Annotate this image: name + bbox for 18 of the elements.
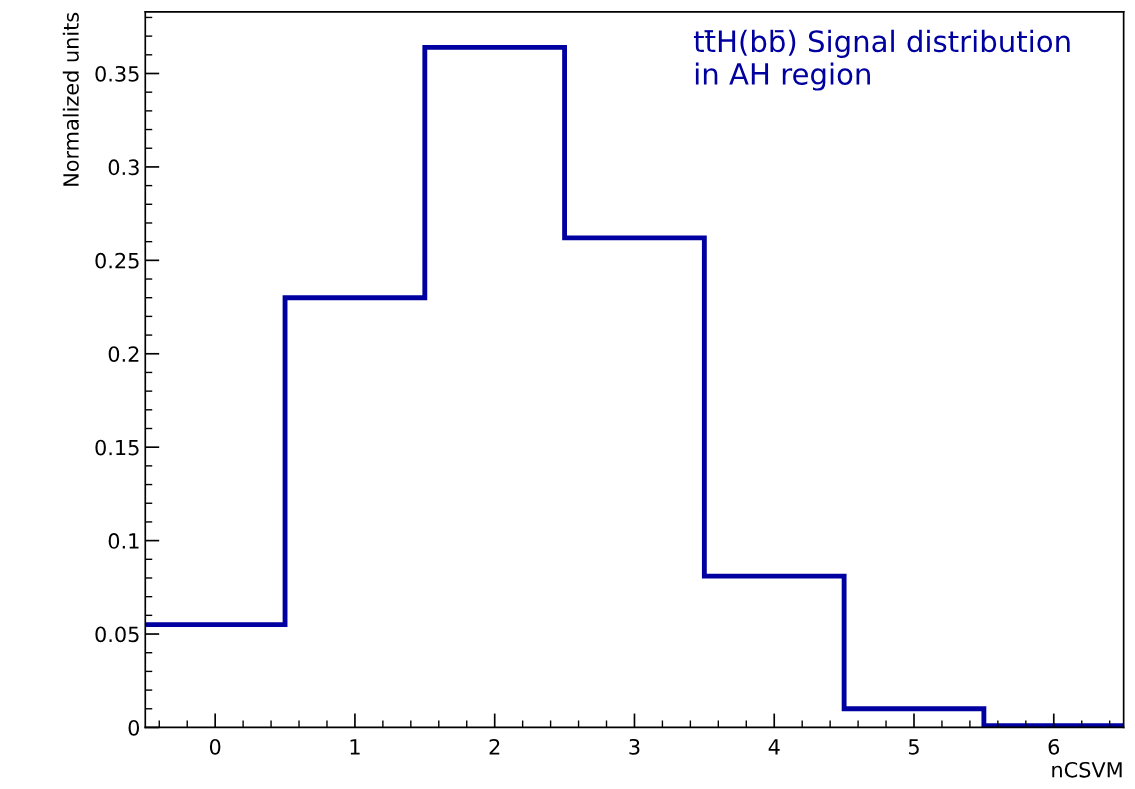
y-axis-title: Normalized units (62, 12, 79, 186)
x-tick-label: 4 (768, 739, 780, 755)
y-tick-label: 0.1 (108, 533, 139, 549)
y-tick-label: 0 (128, 719, 140, 736)
x-tick-label: 3 (629, 738, 640, 755)
y-tick-label: 0.05 (95, 626, 139, 643)
x-tick-label: 2 (489, 738, 500, 755)
annotation: tt̄H(bb̄) Signal distribution in AH region (693, 29, 1070, 91)
y-tick-label: 0.35 (95, 65, 139, 82)
y-tick-label: 0.15 (95, 439, 139, 456)
x-tick-label: 1 (350, 739, 360, 755)
y-tick-label: 0.25 (95, 252, 139, 269)
x-tick-label: 5 (908, 739, 919, 755)
x-tick-label: 6 (1048, 738, 1060, 755)
y-tick-label: 0.3 (108, 159, 139, 176)
y-tick-label: 0.2 (108, 346, 139, 362)
x-axis-title: nCSVM (1052, 761, 1122, 778)
x-tick-label: 0 (209, 738, 221, 755)
